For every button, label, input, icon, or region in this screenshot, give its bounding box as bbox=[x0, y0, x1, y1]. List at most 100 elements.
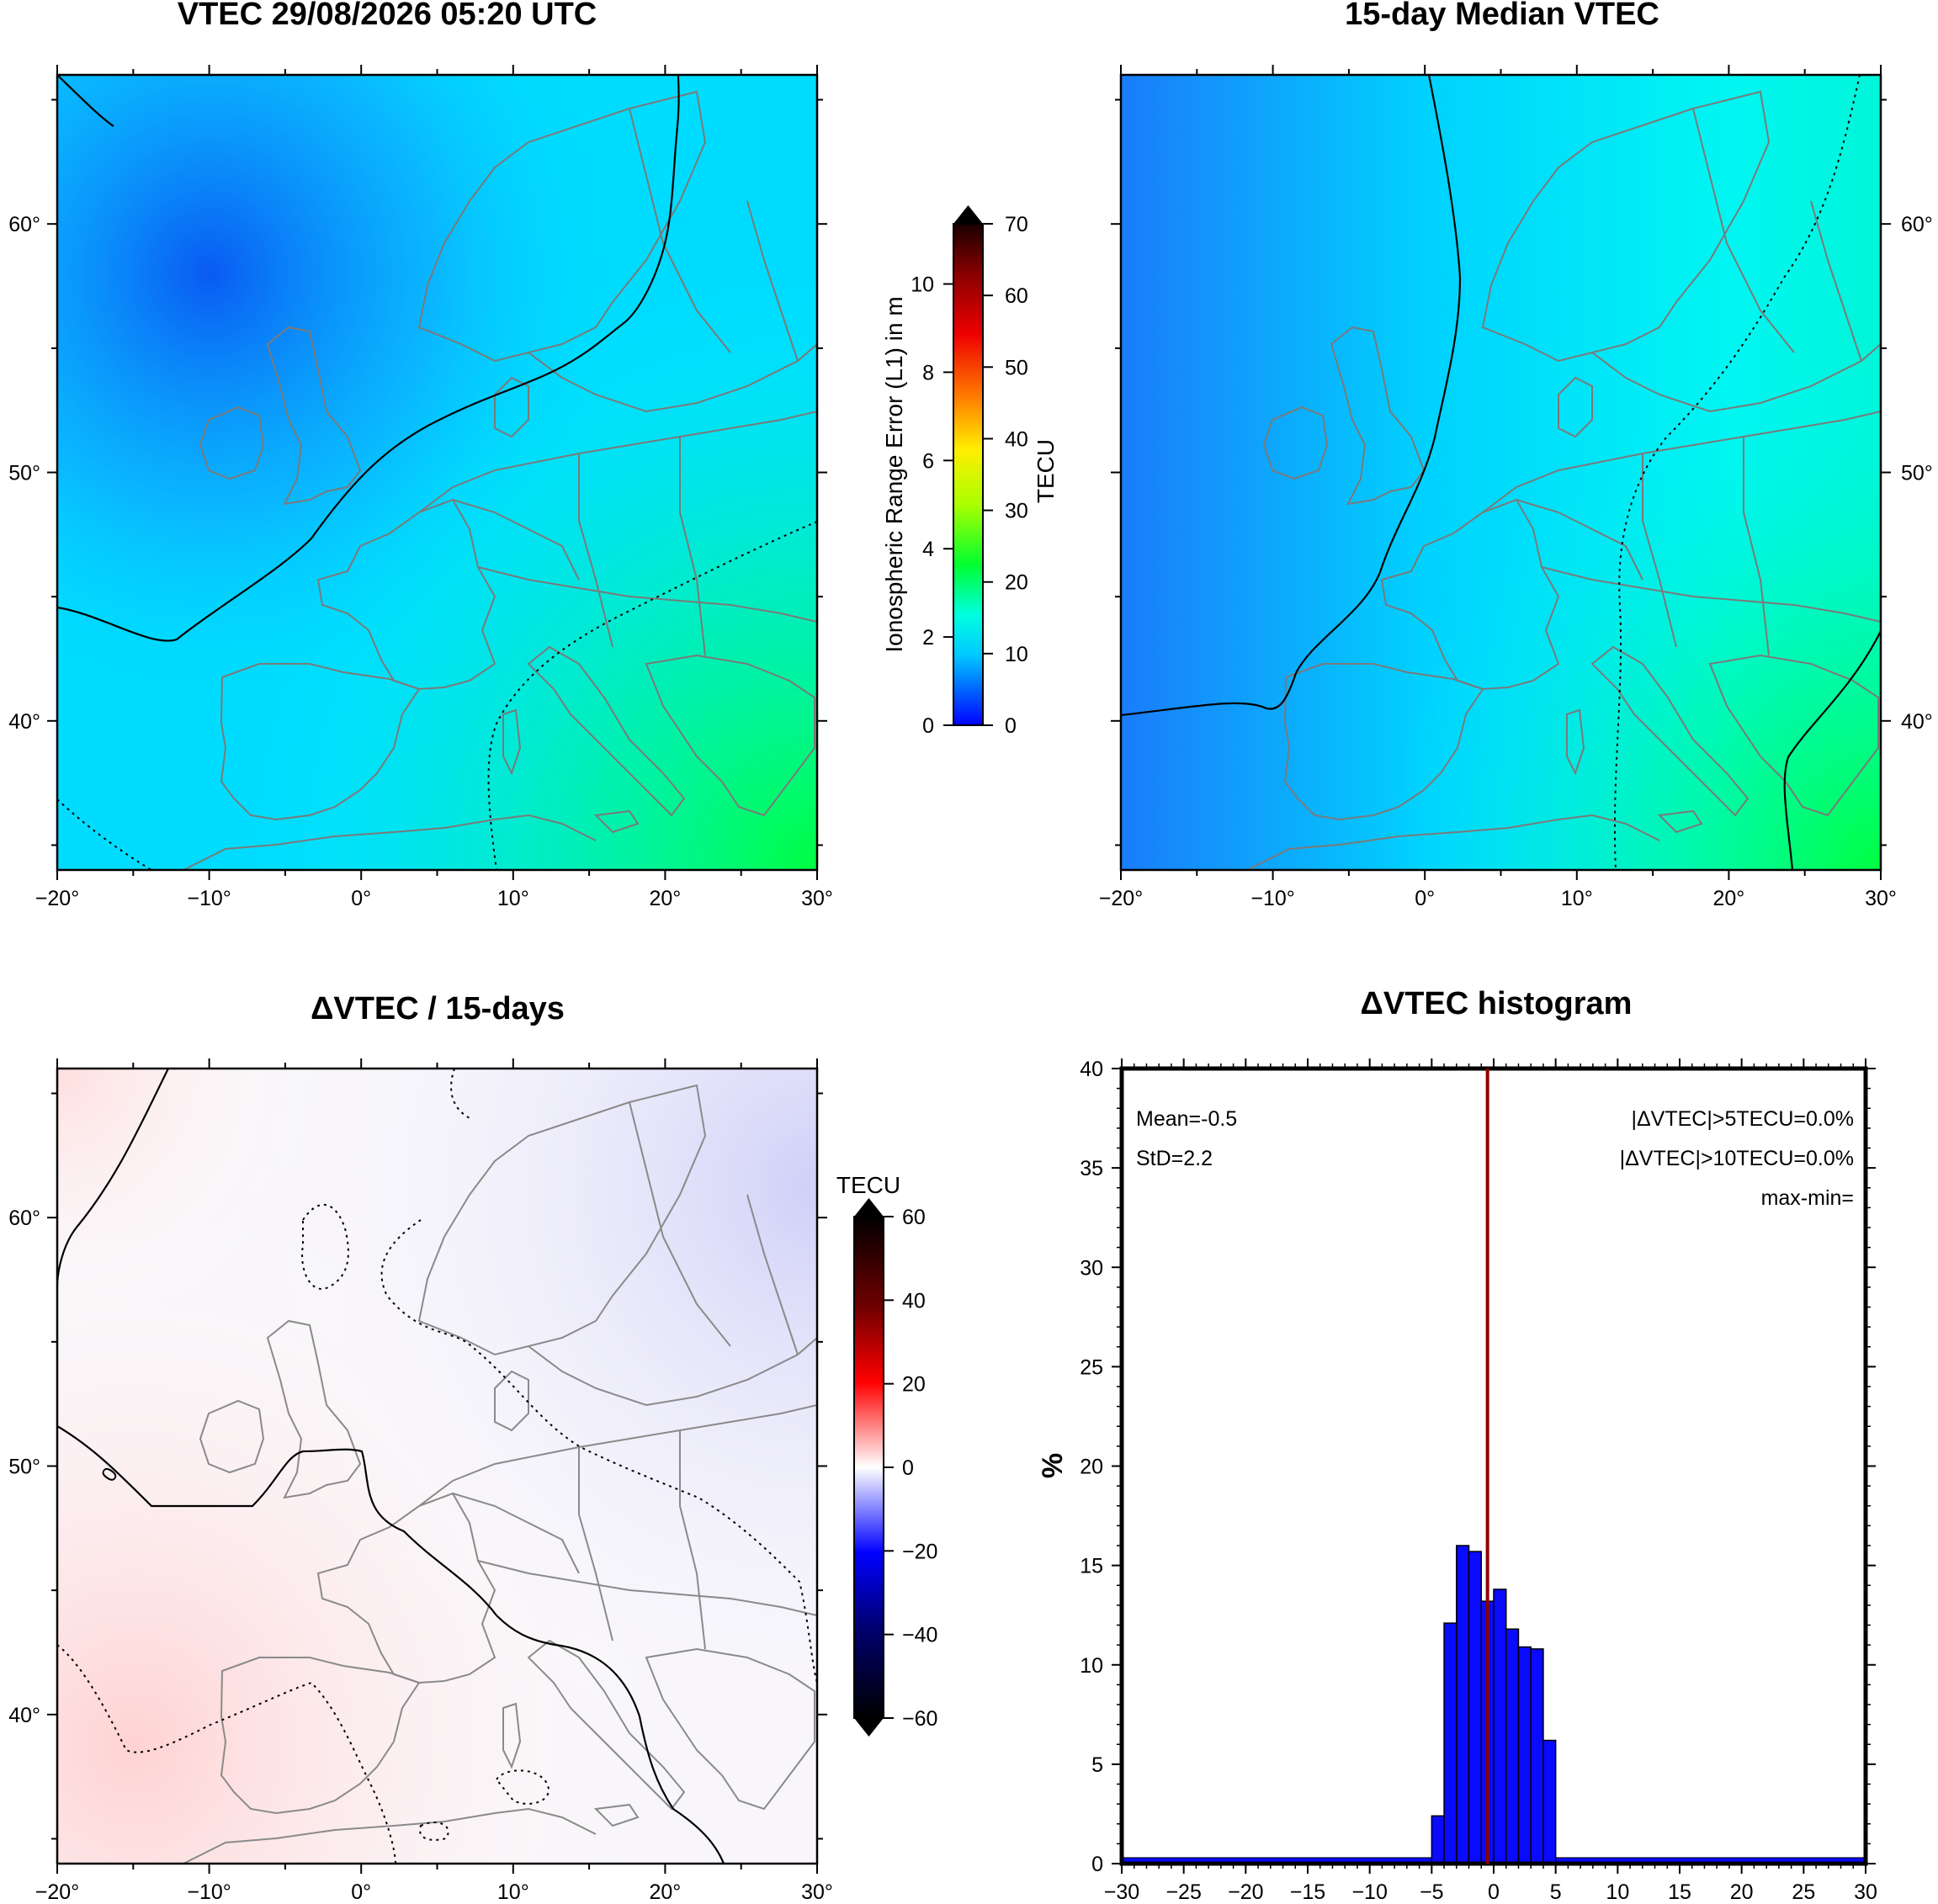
histogram-x-tick-label: −15 bbox=[1290, 1880, 1325, 1904]
vtec-colorbar-tecu-tick: 70 bbox=[1005, 213, 1028, 236]
delta-map-title: ΔVTEC / 15-days bbox=[311, 991, 565, 1026]
delta-colorbar-down-arrow-icon bbox=[854, 1718, 884, 1737]
histogram-y-tick-label: 20 bbox=[1080, 1456, 1103, 1479]
vtec-colorbar: 0 10 20 30 40 50 60 70 0 2 4 6 8 10 Ionospheric Range… bbox=[881, 205, 1059, 738]
histogram-std-text: StD=2.2 bbox=[1136, 1147, 1213, 1170]
vtec-lon-tick-label: 0° bbox=[351, 887, 371, 910]
vtec-colorbar-meter-tick: 6 bbox=[922, 449, 934, 473]
median-contour-solid bbox=[1121, 75, 1462, 717]
histogram-x-tick-label: 10 bbox=[1606, 1880, 1629, 1904]
median-lon-tick-label: 20° bbox=[1712, 887, 1744, 910]
histogram-x-tick-label: −20 bbox=[1228, 1880, 1263, 1904]
histogram-bar bbox=[1517, 1646, 1532, 1864]
vtec-colorbar-tecu-tick: 40 bbox=[1005, 427, 1028, 451]
histogram-gt5-text: |ΔVTEC|>5TECU=0.0% bbox=[1631, 1107, 1854, 1131]
histogram-x-tick-label: 20 bbox=[1730, 1880, 1754, 1904]
vtec-lon-tick-label: −20° bbox=[35, 887, 79, 910]
vtec-lon-tick-label: 20° bbox=[649, 887, 681, 910]
histogram-x-tick-label: 15 bbox=[1668, 1880, 1691, 1904]
vtec-colorbar-meter-tick: 8 bbox=[922, 361, 934, 385]
delta-colorbar-tick: 20 bbox=[902, 1373, 926, 1397]
vtec-colorbar-tecu-tick: 10 bbox=[1005, 643, 1028, 666]
delta-lon-tick-label: −20° bbox=[35, 1880, 79, 1904]
delta-colorbar-up-arrow-icon bbox=[854, 1198, 884, 1217]
vtec-map-title: VTEC 29/08/2026 05:20 UTC bbox=[178, 0, 597, 32]
delta-colorbar-tick: −20 bbox=[902, 1540, 937, 1563]
delta-colorbar-tick: −60 bbox=[902, 1707, 937, 1731]
delta-colorbar-tick: 0 bbox=[902, 1456, 914, 1480]
histogram-bar bbox=[1468, 1551, 1483, 1864]
vtec-colorbar-meter-label: Ionospheric Range Error (L1) in m bbox=[881, 296, 907, 652]
histogram-y-tick-label: 15 bbox=[1080, 1555, 1103, 1578]
delta-map-axes: −20° −10° 0° 10° 20° 30° 40° 50° 60° bbox=[8, 1058, 833, 1904]
delta-colorbar-tick: −40 bbox=[902, 1624, 937, 1647]
vtec-colorbar-meter-tick: 4 bbox=[922, 538, 934, 561]
vtec-colorbar-meter-tick: 10 bbox=[911, 273, 934, 297]
histogram-title: ΔVTEC histogram bbox=[1361, 986, 1633, 1021]
histogram-y-tick-label: 40 bbox=[1080, 1058, 1103, 1081]
vtec-colorbar-scale bbox=[953, 223, 984, 726]
median-lon-tick-label: 10° bbox=[1561, 887, 1593, 910]
histogram-bar bbox=[1530, 1648, 1544, 1864]
histogram-x-tick-label: −30 bbox=[1104, 1880, 1139, 1904]
vtec-colorbar-tecu-tick: 60 bbox=[1005, 284, 1028, 308]
histogram-y-tick-label: 35 bbox=[1080, 1157, 1103, 1180]
vtec-colorbar-tecu-tick: 20 bbox=[1005, 571, 1028, 595]
histogram-y-tick-label: 0 bbox=[1091, 1853, 1103, 1876]
histogram-bar bbox=[1443, 1622, 1457, 1864]
median-lon-tick-label: −10° bbox=[1250, 887, 1294, 910]
histogram-x-tick-label: 0 bbox=[1488, 1880, 1500, 1904]
delta-lon-tick-label: 10° bbox=[497, 1880, 529, 1904]
histogram-x-tick-label: 5 bbox=[1550, 1880, 1562, 1904]
histogram-x-tick-label: 25 bbox=[1792, 1880, 1815, 1904]
delta-colorbar-tick: 60 bbox=[902, 1206, 926, 1229]
vtec-lat-tick-label: 40° bbox=[8, 710, 40, 734]
histogram-ylabel: % bbox=[1037, 1453, 1069, 1478]
median-map-panel: 15-day Median VTEC −20° −10° 0° 10° 20° 30° 40… bbox=[1099, 0, 1933, 910]
vtec-lat-tick-label: 50° bbox=[8, 462, 40, 485]
median-map-title: 15-day Median VTEC bbox=[1345, 0, 1659, 32]
median-lon-tick-label: 30° bbox=[1865, 887, 1897, 910]
vtec-contour-dotted bbox=[487, 521, 817, 870]
histogram-y-tick-label: 25 bbox=[1080, 1355, 1103, 1379]
histogram-x-tick-label: 30 bbox=[1854, 1880, 1877, 1904]
median-lat-tick-label: 40° bbox=[1901, 710, 1933, 734]
vtec-colorbar-tecu-tick: 30 bbox=[1005, 500, 1028, 523]
histogram-y-tick-label: 5 bbox=[1091, 1753, 1103, 1777]
delta-colorbar-label: TECU bbox=[836, 1172, 900, 1198]
histogram-axes: −30 −25 −20 −15 −10 −5 0 5 10 15 20 25 30 0 5 10 15 20 25 3… bbox=[1080, 1058, 1877, 1904]
histogram-bar bbox=[1493, 1588, 1507, 1864]
vtec-lon-tick-label: 30° bbox=[801, 887, 833, 910]
histogram-gt10-text: |ΔVTEC|>10TECU=0.0% bbox=[1620, 1147, 1854, 1170]
histogram-x-tick-label: −5 bbox=[1420, 1880, 1444, 1904]
histogram-maxmin-text: max-min= bbox=[1761, 1186, 1854, 1210]
vtec-colorbar-meter-tick: 0 bbox=[922, 714, 934, 738]
median-map-axes: −20° −10° 0° 10° 20° 30° 40° 50° 60° bbox=[1099, 65, 1933, 910]
histogram-bar bbox=[1505, 1628, 1520, 1864]
histogram-y-tick-label: 30 bbox=[1080, 1256, 1103, 1280]
delta-lat-tick-label: 40° bbox=[8, 1704, 40, 1727]
delta-lat-tick-label: 60° bbox=[8, 1207, 40, 1230]
delta-colorbar-scale bbox=[853, 1216, 884, 1719]
vtec-lon-tick-label: −10° bbox=[187, 887, 231, 910]
vtec-colorbar-arrow-icon bbox=[953, 205, 983, 224]
delta-lon-tick-label: 20° bbox=[649, 1880, 681, 1904]
median-lon-tick-label: −20° bbox=[1099, 887, 1143, 910]
delta-map-panel: ΔVTEC / 15-days 0 −20° −10° 0° 10° 20° 30°40°… bbox=[8, 991, 833, 1904]
vtec-map-axes: −20° −10° 0° 10° 20° 30° 40° 50° 60° bbox=[8, 65, 833, 910]
histogram-x-tick-label: −10 bbox=[1351, 1880, 1387, 1904]
histogram-x-tick-label: −25 bbox=[1165, 1880, 1201, 1904]
vtec-colorbar-tecu-tick: 0 bbox=[1005, 714, 1017, 738]
vtec-lat-tick-label: 60° bbox=[8, 213, 40, 236]
histogram-mean-text: Mean=-0.5 bbox=[1136, 1107, 1237, 1131]
histogram-bar bbox=[1431, 1815, 1445, 1864]
vtec-colorbar-meter-tick: 2 bbox=[922, 626, 934, 650]
vtec-colorbar-tecu-label: TECU bbox=[1033, 439, 1059, 503]
vtec-colorbar-tecu-tick: 50 bbox=[1005, 356, 1028, 379]
delta-lat-tick-label: 50° bbox=[8, 1456, 40, 1479]
delta-contour-zero bbox=[57, 1069, 169, 1288]
delta-colorbar-tick: 40 bbox=[902, 1289, 926, 1313]
median-lat-tick-label: 50° bbox=[1901, 462, 1933, 485]
vtec-contour-solid bbox=[57, 75, 680, 642]
